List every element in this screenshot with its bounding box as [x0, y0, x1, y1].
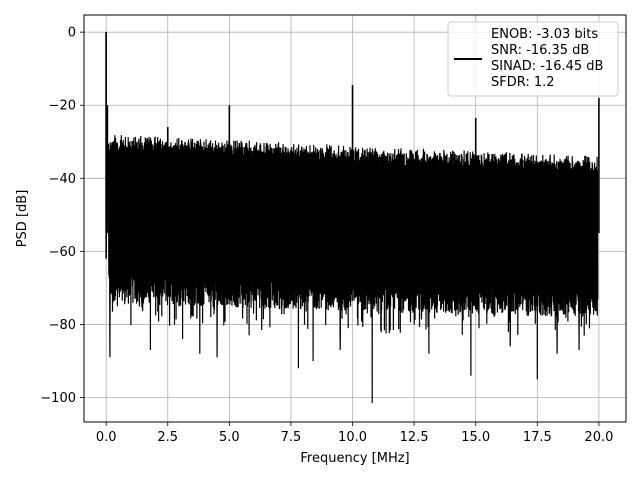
- legend-enob: ENOB: -3.03 bits: [491, 27, 598, 42]
- legend-box: [447, 21, 619, 97]
- x-tick-label: 20.0: [584, 430, 613, 445]
- x-tick-label: 7.5: [281, 430, 302, 445]
- x-tick-label: 15.0: [461, 430, 490, 445]
- x-axis-label: Frequency [MHz]: [300, 451, 409, 466]
- y-tick-label: −100: [40, 391, 76, 406]
- y-axis-ticks: 0 −20 −40 −60 −80 −100: [40, 26, 84, 406]
- series-psd-trace: [105, 32, 600, 404]
- y-tick-label: 0: [68, 26, 76, 41]
- y-axis-label: PSD [dB]: [15, 190, 30, 248]
- y-tick-label: −60: [49, 245, 76, 260]
- x-tick-label: 12.5: [400, 430, 429, 445]
- x-tick-label: 5.0: [219, 430, 240, 445]
- legend-snr: SNR: -16.35 dB: [491, 43, 589, 58]
- plot-area-frame: [83, 14, 627, 423]
- y-tick-label: −20: [49, 99, 76, 114]
- legend-sinad: SINAD: -16.45 dB: [491, 59, 603, 74]
- x-tick-label: 0.0: [96, 430, 117, 445]
- y-tick-label: −40: [49, 172, 76, 187]
- x-tick-label: 17.5: [523, 430, 552, 445]
- x-tick-label: 10.0: [338, 430, 367, 445]
- legend-sfdr: SFDR: 1.2: [491, 75, 555, 90]
- legend: ENOB: -3.03 bits SNR: -16.35 dB SINAD: -…: [447, 21, 619, 97]
- y-tick-label: −80: [49, 318, 76, 333]
- x-axis-ticks: 0.0 2.5 5.0 7.5 10.0 12.5 15.0 17.5 20.0: [96, 422, 613, 445]
- x-tick-label: 2.5: [157, 430, 178, 445]
